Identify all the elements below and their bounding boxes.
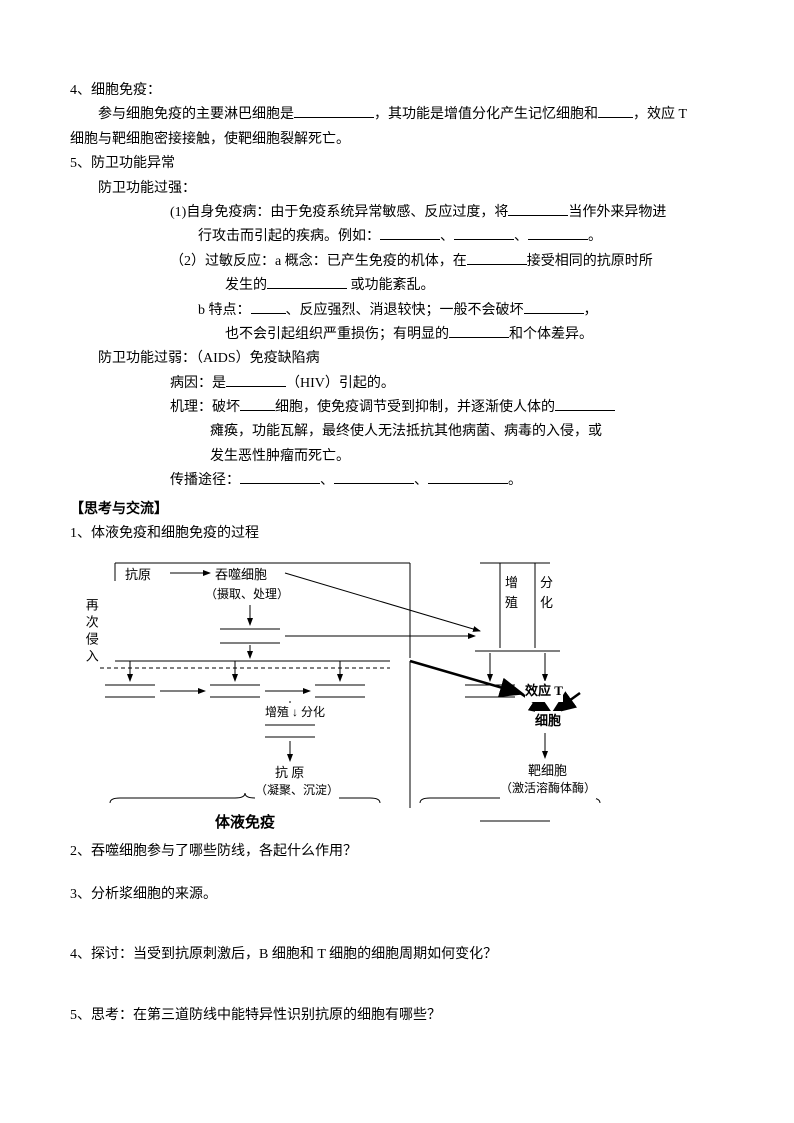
label-humoral: 体液免疫 [215, 811, 275, 835]
label-cell: 细胞 [535, 711, 561, 732]
mechanism-line2: 瘫痪，功能瓦解，最终使人无法抵抗其他病菌、病毒的入侵，或 [70, 421, 724, 443]
label-target-sub: （激活溶酶体酶） [500, 779, 596, 798]
item2-line1: （2）过敏反应：a 概念：已产生免疫的机体，在 接受相同的抗原时所 [70, 251, 724, 273]
text: 、 [320, 473, 334, 488]
text: 行攻击而引起的疾病。例如： [198, 229, 380, 244]
text: （2）过敏反应：a 概念：已产生免疫的机体，在 [170, 254, 467, 269]
think-q4: 4、探讨：当受到抗原刺激后，B 细胞和 T 细胞的细胞周期如何变化？ [70, 944, 724, 966]
section5-sub1: 防卫功能过强： [70, 178, 724, 200]
text: 机理：破坏 [170, 400, 240, 415]
think-q3: 3、分析浆细胞的来源。 [70, 884, 724, 906]
item2-line4: 也不会引起组织严重损伤；有明显的 和个体差异。 [70, 324, 724, 346]
text: 、 [414, 473, 428, 488]
item1-line2: 行攻击而引起的疾病。例如： 、 、 。 [70, 226, 724, 248]
text: b 特点： [198, 303, 251, 318]
blank [294, 104, 374, 118]
cause-line: 病因：是 （HIV）引起的。 [70, 373, 724, 395]
blank [240, 397, 275, 411]
mechanism-line3: 发生恶性肿瘤而死亡。 [70, 446, 724, 468]
label-prolif-diff-text: 增殖 ↓ 分化 [265, 703, 325, 722]
label-antigen2-sub: （凝聚、沉淀） [255, 781, 339, 800]
blank [524, 300, 584, 314]
section4-line1: 参与细胞免疫的主要淋巴细胞是 ，其功能是增值分化产生记忆细胞和 ，效应 T [70, 104, 724, 126]
item1-line1: (1)自身免疫病：由于免疫系统异常敏感、反应过度，将 当作外来异物进 [70, 202, 724, 224]
text: 或功能紊乱。 [351, 278, 435, 293]
think-header: 【思考与交流】 [70, 499, 724, 521]
text: 、反应强烈、消退较快；一般不会破坏 [286, 303, 524, 318]
mechanism-line1: 机理：破坏 细胞，使免疫调节受到抑制，并逐渐使人体的 [70, 397, 724, 419]
blank [226, 373, 286, 387]
label-prolif2: 殖 [505, 593, 518, 614]
blank [449, 324, 509, 338]
blank [428, 470, 508, 484]
text: 和个体差异。 [509, 327, 593, 342]
text: （HIV）引起的。 [286, 376, 395, 391]
blank [555, 397, 615, 411]
blank [467, 251, 527, 265]
item2-line3: b 特点： 、反应强烈、消退较快；一般不会破坏 ， [70, 300, 724, 322]
text: 。 [588, 229, 602, 244]
label-reinvade: 再次侵入 [80, 598, 101, 666]
text: 接受相同的抗原时所 [527, 254, 653, 269]
blank [598, 104, 633, 118]
text: 也不会引起组织严重损伤；有明显的 [225, 327, 449, 342]
blank [334, 470, 414, 484]
section5-sub2: 防卫功能过弱：（AIDS）免疫缺陷病 [70, 348, 724, 370]
text: 病因：是 [170, 376, 226, 391]
text: 。 [508, 473, 522, 488]
label-prolif: 增 [505, 573, 518, 594]
label-diff3: 化 [540, 593, 553, 614]
text: 当作外来异物进 [568, 205, 666, 220]
label-phagocyte-sub: （摄取、处理） [205, 585, 289, 604]
think-q2: 2、吞噬细胞参与了哪些防线，各起什么作用？ [70, 841, 724, 863]
text: (1)自身免疫病：由于免疫系统异常敏感、反应过度，将 [170, 205, 508, 220]
section4-title: 4、细胞免疫： [70, 80, 724, 102]
blank [528, 226, 588, 240]
label-phagocyte: 吞噬细胞 [215, 565, 267, 586]
blank [251, 300, 286, 314]
think-q1: 1、体液免疫和细胞免疫的过程 [70, 523, 724, 545]
text: 参与细胞免疫的主要淋巴细胞是 [98, 107, 294, 122]
text: 细胞，使免疫调节受到抑制，并逐渐使人体的 [275, 400, 555, 415]
think-q5: 5、思考：在第三道防线中能特异性识别抗原的细胞有哪些？ [70, 1005, 724, 1027]
label-antigen: 抗原 [125, 565, 151, 586]
blank [240, 470, 320, 484]
text: 、 [514, 229, 528, 244]
text: ， [584, 303, 598, 318]
text: 、 [440, 229, 454, 244]
blank [508, 202, 568, 216]
label-diff: 分 [540, 573, 553, 594]
text: 发生的 [225, 278, 267, 293]
blank [267, 275, 347, 289]
item2-line2: 发生的 或功能紊乱。 [70, 275, 724, 297]
text: ，效应 T [633, 107, 687, 122]
blank [380, 226, 440, 240]
section4-line2: 细胞与靶细胞密接接触，使靶细胞裂解死亡。 [70, 129, 724, 151]
diagram-svg [80, 553, 720, 833]
text: 传播途径： [170, 473, 240, 488]
immunity-diagram: 抗原 吞噬细胞 （摄取、处理） 再次侵入 增 分 殖 化 增殖 ↓ 分化 效应 … [80, 553, 720, 833]
blank [454, 226, 514, 240]
section5-title: 5、防卫功能异常 [70, 153, 724, 175]
text: ，其功能是增值分化产生记忆细胞和 [374, 107, 598, 122]
transmission-line: 传播途径： 、 、 。 [70, 470, 724, 492]
label-effectorT: 效应 T [525, 681, 563, 702]
